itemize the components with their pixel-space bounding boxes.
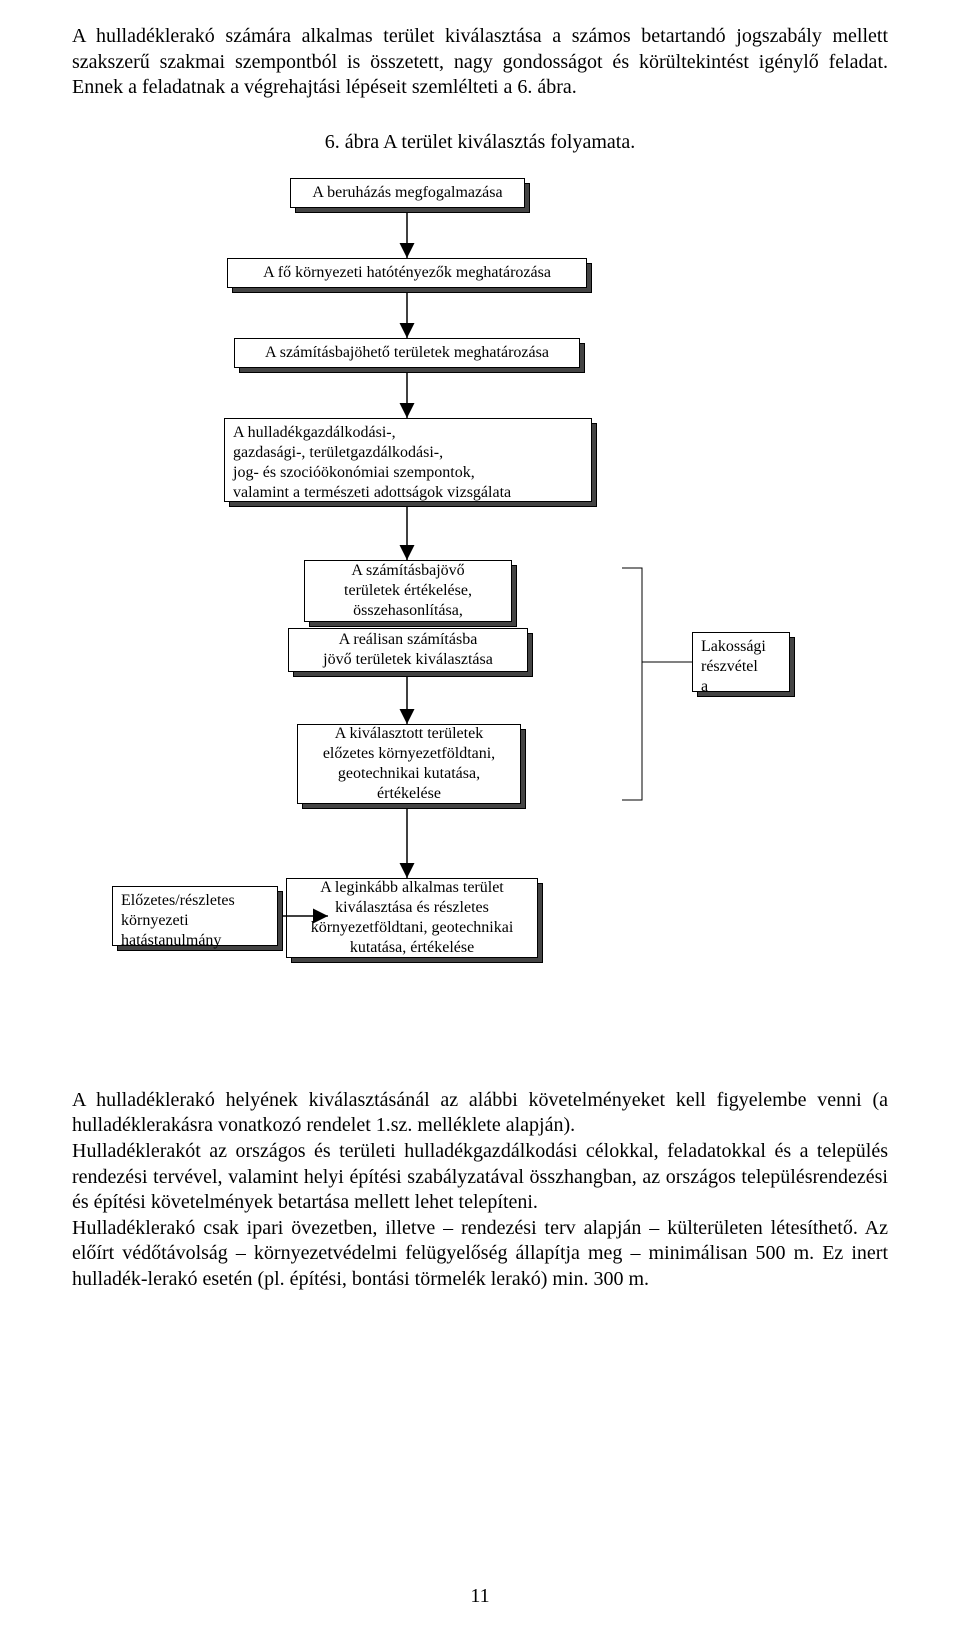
flow-connectors [72, 178, 892, 1048]
figure-caption: 6. ábra A terület kiválasztás folyamata. [72, 131, 888, 154]
body-paragraph-1: A hulladéklerakó helyének kiválasztásáná… [72, 1088, 888, 1139]
intro-paragraph: A hulladéklerakó számára alkalmas terüle… [72, 24, 888, 101]
body-paragraph-2: Hulladéklerakót az országos és területi … [72, 1139, 888, 1293]
page: A hulladéklerakó számára alkalmas terüle… [0, 0, 960, 1632]
page-number: 11 [0, 1585, 960, 1608]
flowchart: A beruházás megfogalmazásaA fő környezet… [72, 178, 892, 1048]
